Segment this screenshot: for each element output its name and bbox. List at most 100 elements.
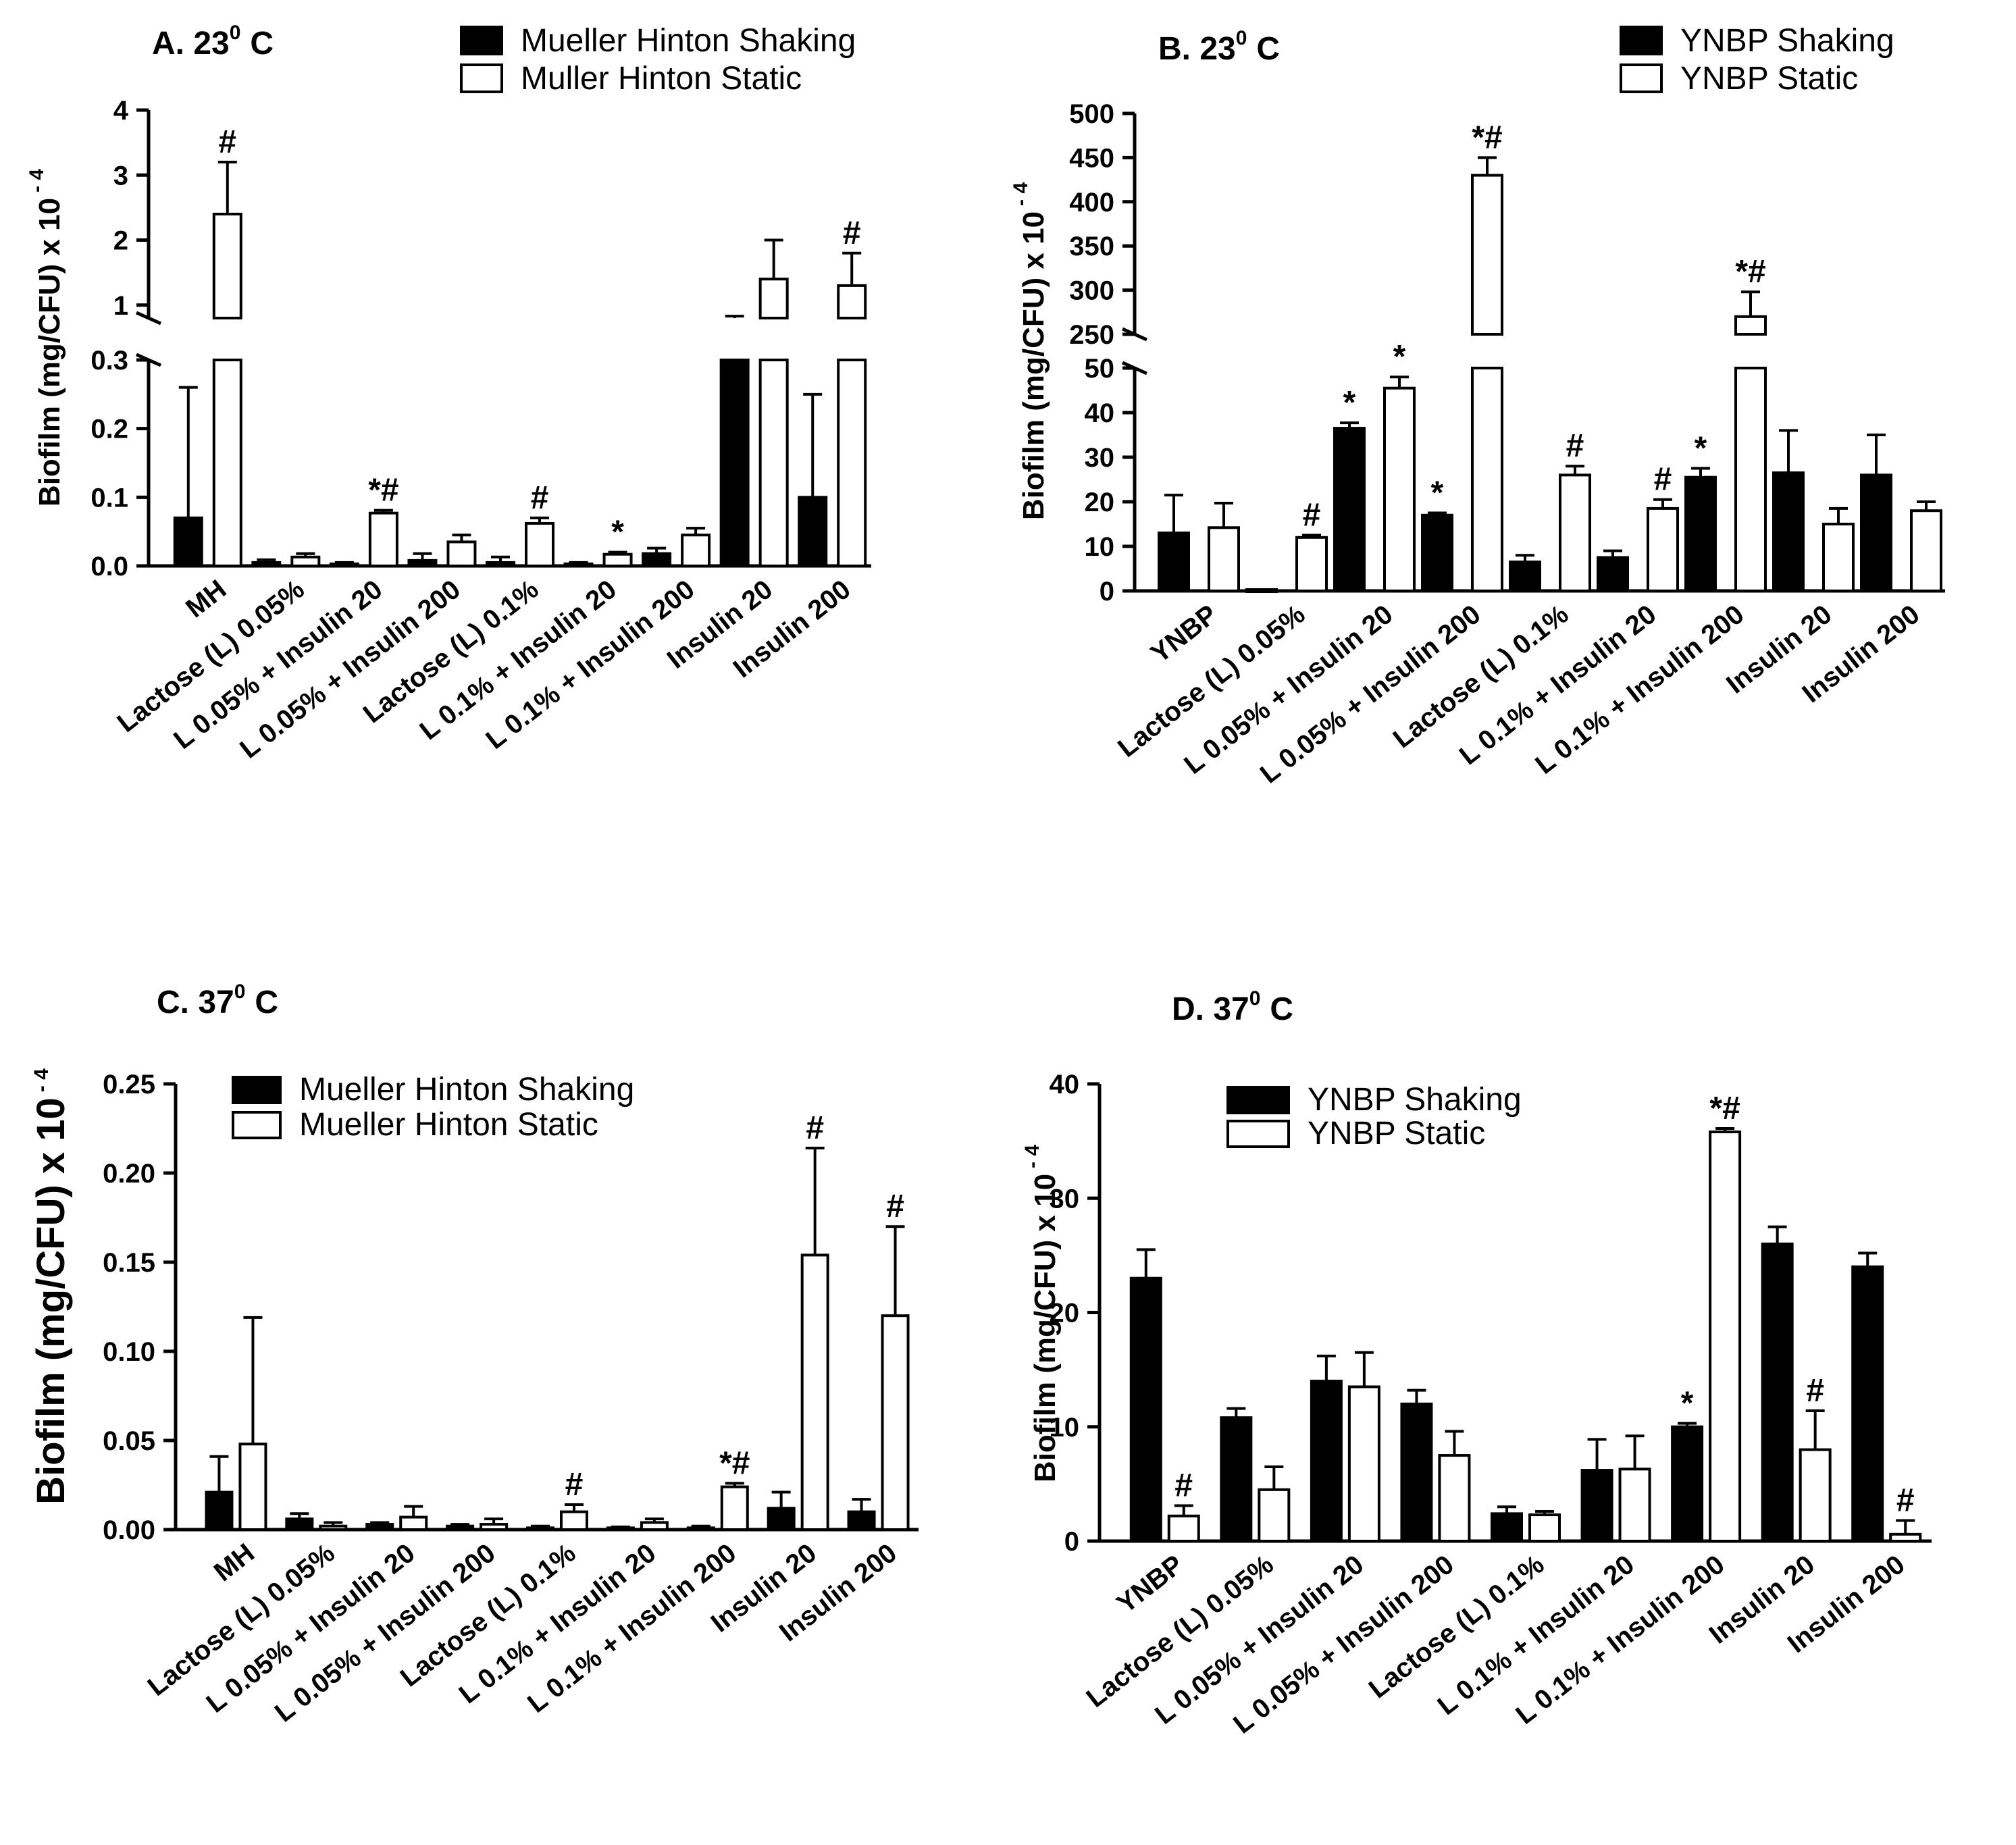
- bar-muller-hinton-static: [446, 540, 477, 568]
- y-tick-label: 0.20: [103, 1159, 155, 1189]
- bar-ynbp-shaking: [1333, 427, 1366, 592]
- bar-ynbp-static: [1528, 1513, 1561, 1543]
- panel-title-sup: 0: [230, 22, 241, 44]
- y-tick-label: 10: [1085, 532, 1115, 562]
- legend-swatch: [460, 26, 503, 55]
- y-tick-label: 0.05: [103, 1426, 155, 1456]
- bar-mueller-hinton-shaking: [365, 1523, 394, 1532]
- legend-label: YNBP Static: [1680, 61, 1858, 97]
- bar-mueller-hinton-shaking: [329, 562, 359, 568]
- y-axis-label: Biofilm (mg/CFU) x 10- 4: [29, 1068, 73, 1505]
- category-label: YNBP: [1112, 1549, 1189, 1619]
- bar-ynbp-static: [1167, 1514, 1200, 1542]
- bar-ynbp-static: [1799, 1448, 1832, 1543]
- significance-mark: *: [1681, 1386, 1694, 1422]
- panel-title-unit: C: [1256, 31, 1280, 67]
- significance-mark: *#: [368, 473, 398, 509]
- panel-title: D. 370 C: [1172, 987, 1293, 1027]
- bar-mueller-hinton-static: [640, 1521, 669, 1531]
- y-tick-label: 400: [1069, 188, 1114, 217]
- bar-mueller-hinton-shaking: [686, 1526, 715, 1532]
- legend-label: Mueller Hinton Static: [299, 1107, 598, 1143]
- category-label: MH: [180, 574, 232, 623]
- legend-label: Muller Hinton Static: [521, 61, 802, 97]
- bar-ynbp-shaking: [1580, 1469, 1613, 1542]
- bar-ynbp-static: [1618, 1467, 1651, 1543]
- y-tick-label: 0.15: [103, 1248, 155, 1278]
- panel-title-sup: 0: [234, 981, 246, 1003]
- significance-mark: #: [1303, 498, 1321, 534]
- significance-mark: #: [806, 1110, 824, 1146]
- significance-mark: #: [531, 480, 549, 516]
- panel-title-sup: 0: [1236, 27, 1247, 49]
- panel-title-unit: C: [255, 985, 278, 1020]
- panel-title: C. 370 C: [157, 981, 278, 1020]
- bar-mueller-hinton-shaking: [446, 1524, 475, 1531]
- panel-title: B. 230 C: [1158, 27, 1280, 67]
- bar-mueller-hinton-static: [399, 1515, 428, 1532]
- bar-mueller-hinton-static: [560, 1510, 588, 1532]
- bar-upper-segment: [758, 278, 789, 319]
- bar-muller-hinton-static: [837, 359, 867, 567]
- bar-mueller-hinton-shaking: [173, 516, 203, 567]
- bar-mueller-hinton-shaking: [486, 561, 515, 568]
- y-tick-label: 4: [113, 96, 129, 126]
- significance-mark: *: [1695, 431, 1707, 467]
- bar-ynbp-static: [1383, 386, 1416, 592]
- y-tick-label: 30: [1050, 1184, 1080, 1214]
- y-tick-label: 300: [1069, 276, 1114, 306]
- bar-mueller-hinton-static: [881, 1314, 910, 1531]
- y-tick-label: 0.10: [103, 1337, 155, 1367]
- bar-muller-hinton-static: [212, 359, 242, 567]
- bar-muller-hinton-static: [602, 552, 633, 568]
- bar-ynbp-shaking: [1509, 561, 1541, 592]
- bar-ynbp-shaking: [1245, 588, 1278, 594]
- y-tick-label: 0.00: [103, 1515, 155, 1545]
- y-tick-label: 0: [1064, 1527, 1079, 1557]
- significance-mark: #: [843, 215, 861, 251]
- y-axis-label: Biofilm (mg/CFU) x 10- 4: [26, 169, 66, 506]
- bar-ynbp-shaking: [1772, 471, 1805, 592]
- bar-mueller-hinton-shaking: [798, 496, 828, 567]
- bar-ynbp-static: [1910, 509, 1942, 593]
- y-tick-label: 0.0: [91, 552, 128, 581]
- bar-mueller-hinton-shaking: [285, 1517, 314, 1531]
- bar-ynbp-shaking: [1597, 556, 1629, 592]
- bar-ynbp-static: [1734, 367, 1767, 592]
- legend-label: Mueller Hinton Shaking: [299, 1072, 634, 1108]
- bar-upper-segment: [1471, 174, 1503, 336]
- y-tick-label: 2: [113, 226, 128, 256]
- panel-b: B. 230 C Biofilm (mg/CFU) x 10- 4 0 10 20 30 40…: [1010, 23, 1945, 789]
- y-tick-label: 0.2: [91, 415, 128, 444]
- bar-ynbp-shaking: [1491, 1512, 1523, 1542]
- y-tick-label: 350: [1069, 232, 1114, 261]
- panel-c: C. 370 C Biofilm (mg/CFU) x 10- 4 0.00 0.05 0…: [29, 981, 919, 1728]
- significance-mark: #: [565, 1467, 584, 1503]
- legend-label: Mueller Hinton Shaking: [521, 23, 856, 59]
- bar-ynbp-shaking: [1400, 1402, 1433, 1542]
- bar-ynbp-shaking: [1129, 1276, 1162, 1542]
- panel-title-unit: C: [1270, 991, 1293, 1027]
- y-tick-label: 250: [1069, 320, 1114, 350]
- bar-upper-segment: [837, 284, 867, 319]
- bar-muller-hinton-static: [290, 555, 321, 567]
- significance-mark: *: [611, 515, 624, 550]
- legend-label: YNBP Shaking: [1680, 23, 1894, 59]
- bar-mueller-hinton-shaking: [205, 1490, 234, 1532]
- significance-mark: *#: [1735, 254, 1765, 290]
- bar-mueller-hinton-static: [800, 1253, 829, 1531]
- y-tick-label: 10: [1050, 1413, 1080, 1443]
- legend-swatch: [1620, 63, 1663, 93]
- bar-ynbp-static: [1822, 523, 1855, 592]
- y-tick-label: 30: [1085, 443, 1115, 473]
- bar-mueller-hinton-static: [319, 1524, 348, 1531]
- bar-ynbp-shaking: [1158, 531, 1190, 593]
- panel-title-unit: C: [250, 26, 274, 61]
- bar-mueller-hinton-shaking: [526, 1526, 554, 1532]
- y-tick-label: 0: [1100, 577, 1114, 606]
- bar-mueller-hinton-shaking: [642, 552, 672, 568]
- significance-mark: #: [1174, 1468, 1193, 1504]
- bar-muller-hinton-static: [368, 511, 398, 568]
- y-tick-label: 50: [1085, 354, 1115, 384]
